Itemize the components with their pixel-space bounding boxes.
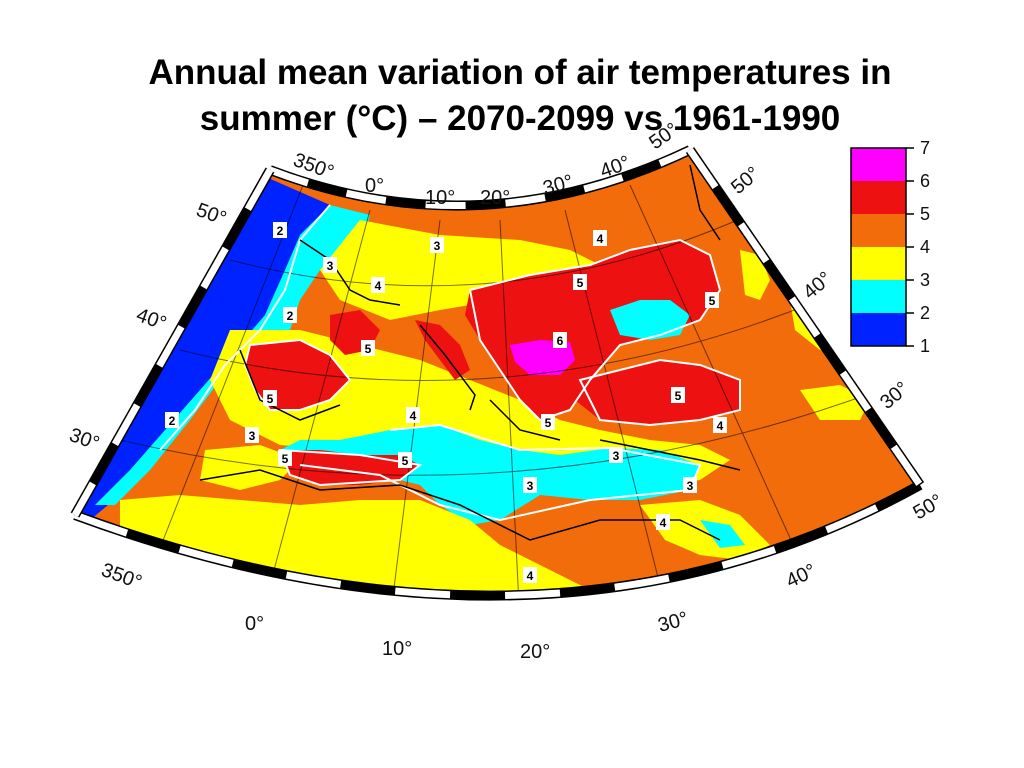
graticule bbox=[75, 150, 920, 596]
region-north-africa-3-4 bbox=[120, 495, 590, 596]
lat-label-left: 50° bbox=[193, 199, 229, 230]
lon-label-bottom: 10° bbox=[382, 638, 412, 660]
colorbar-label: 5 bbox=[920, 204, 930, 224]
colorbar-label: 4 bbox=[920, 237, 930, 257]
contour-label: 4 bbox=[410, 409, 417, 423]
lon-label-bottom: 50° bbox=[910, 490, 947, 524]
lon-label-top: 20° bbox=[480, 187, 510, 209]
region-red-sea-2-3 bbox=[700, 520, 745, 548]
contour-label: 4 bbox=[527, 569, 534, 583]
map-frame bbox=[70, 145, 925, 601]
contour-label: 3 bbox=[249, 429, 256, 443]
colorbar-swatch bbox=[851, 247, 906, 280]
lon-label-bottom: 30° bbox=[656, 608, 691, 637]
contour-label: 5 bbox=[267, 392, 274, 406]
contour-label: 2 bbox=[169, 414, 176, 428]
region-hotspot-6-7 bbox=[510, 340, 575, 375]
region-anatolia-5-6 bbox=[575, 360, 740, 425]
contour-label: 3 bbox=[687, 479, 694, 493]
contour-label: 5 bbox=[675, 389, 682, 403]
lon-label-top: 50° bbox=[645, 119, 682, 154]
contour-label: 4 bbox=[597, 232, 604, 246]
page-title: Annual mean variation of air temperature… bbox=[60, 50, 980, 142]
contour-label: 5 bbox=[402, 454, 409, 468]
region-sahara-3-4 bbox=[420, 600, 540, 635]
colorbar-swatch bbox=[851, 313, 906, 346]
contour-label: 5 bbox=[709, 294, 716, 308]
contour-label: 3 bbox=[327, 259, 334, 273]
lon-label-bottom: 40° bbox=[783, 560, 820, 593]
contour-label: 3 bbox=[613, 449, 620, 463]
lat-label-left: 30° bbox=[66, 424, 102, 455]
contour-label-group: 2 3 4 5 6 5 4 3 2 4 5 5 5 5 3 3 4 5 2 3 … bbox=[165, 222, 727, 583]
colorbar-label: 2 bbox=[920, 303, 930, 323]
title-line-2: summer (°C) – 2070-2099 vs 1961-1990 bbox=[199, 99, 841, 138]
map-field: 2 3 4 5 6 5 4 3 2 4 5 5 5 5 3 3 4 5 2 3 … bbox=[75, 150, 920, 635]
contour-label: 2 bbox=[277, 224, 284, 238]
contour-label: 4 bbox=[660, 516, 667, 530]
region-western-med-3-4 bbox=[200, 445, 300, 490]
colorbar-label: 1 bbox=[920, 336, 930, 356]
lat-label-right: 40° bbox=[799, 268, 836, 304]
contour-label: 5 bbox=[545, 416, 552, 430]
contour-label: 2 bbox=[287, 309, 294, 323]
lat-label-right: 50° bbox=[727, 163, 764, 199]
colorbar-label: 7 bbox=[920, 138, 930, 158]
coastlines bbox=[199, 164, 741, 541]
colorbar-swatch bbox=[851, 280, 906, 313]
lat-label-left: 40° bbox=[133, 304, 169, 335]
colorbar-swatch bbox=[851, 214, 906, 247]
lon-label-bottom: 350° bbox=[98, 559, 144, 594]
lat-label-right: 30° bbox=[876, 378, 913, 414]
contour-label: 3 bbox=[434, 239, 441, 253]
colorbar-label: 3 bbox=[920, 270, 930, 290]
lon-label-top: 10° bbox=[425, 187, 455, 209]
contour-label: 5 bbox=[365, 342, 372, 356]
lon-label-top: 0° bbox=[365, 175, 384, 197]
colorbar-swatch bbox=[851, 181, 906, 214]
lon-label-bottom: 0° bbox=[245, 613, 264, 635]
contour-label: 4 bbox=[375, 279, 382, 293]
colorbar-label: 6 bbox=[920, 171, 930, 191]
lon-label-bottom: 20° bbox=[520, 641, 550, 663]
contour-label: 6 bbox=[557, 334, 564, 348]
colorbar: 7 6 5 4 3 2 1 bbox=[850, 138, 930, 356]
contour-label: 5 bbox=[577, 276, 584, 290]
contour-label: 4 bbox=[717, 419, 724, 433]
colorbar-swatch bbox=[851, 148, 906, 181]
contour-label: 3 bbox=[527, 479, 534, 493]
contour-label: 5 bbox=[282, 452, 289, 466]
title-line-1: Annual mean variation of air temperature… bbox=[148, 53, 892, 92]
region-central-europe-3-4 bbox=[320, 220, 600, 320]
region-black-sea-2-3 bbox=[610, 300, 690, 340]
